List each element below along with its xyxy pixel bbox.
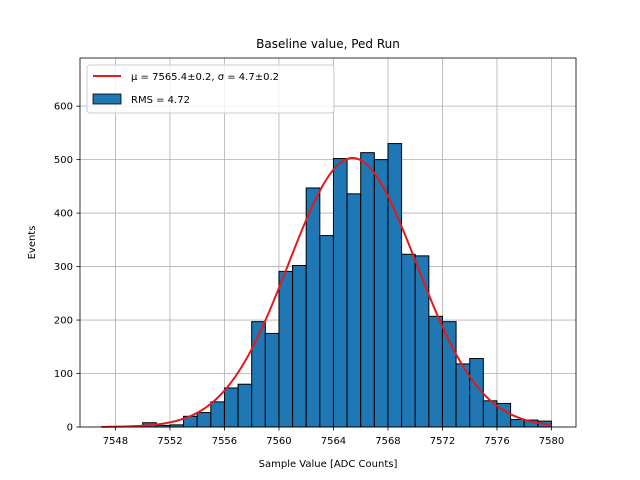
histogram-bar bbox=[510, 419, 525, 428]
y-tick-label: 400 bbox=[54, 209, 73, 220]
x-tick-label: 7548 bbox=[103, 436, 128, 447]
histogram-bar bbox=[196, 412, 212, 428]
x-tick-label: 7560 bbox=[266, 436, 291, 447]
histogram-bar bbox=[210, 401, 225, 428]
y-tick-label: 600 bbox=[54, 102, 73, 113]
histogram-bars bbox=[101, 143, 552, 428]
histogram-bar bbox=[332, 158, 348, 428]
legend-fit-label: μ = 7565.4±0.2, σ = 4.7±0.2 bbox=[131, 72, 279, 83]
histogram-bar bbox=[223, 387, 239, 428]
histogram-bar bbox=[305, 187, 321, 428]
histogram-bar bbox=[264, 332, 280, 428]
histogram-bar bbox=[373, 159, 389, 428]
legend-box bbox=[86, 64, 335, 114]
y-axis-ticks: 0 100 200 300 400 500 600 bbox=[54, 102, 80, 434]
y-tick-label: 500 bbox=[54, 155, 73, 166]
x-tick-label: 7564 bbox=[321, 436, 346, 447]
histogram-bar bbox=[237, 383, 253, 428]
histogram-bar bbox=[441, 321, 457, 428]
x-tick-label: 7580 bbox=[539, 436, 564, 447]
histogram-bar bbox=[428, 315, 443, 428]
histogram-bar bbox=[387, 143, 403, 428]
x-tick-label: 7572 bbox=[430, 436, 455, 447]
histogram-bar bbox=[414, 255, 430, 428]
x-tick-label: 7552 bbox=[157, 436, 182, 447]
y-tick-label: 0 bbox=[67, 423, 73, 434]
histogram-bar bbox=[401, 253, 416, 428]
histogram-bar bbox=[346, 193, 362, 428]
x-tick-label: 7568 bbox=[375, 436, 400, 447]
legend-rms-label: RMS = 4.72 bbox=[131, 95, 190, 106]
y-axis-label: Events bbox=[27, 226, 38, 260]
histogram-bar bbox=[319, 235, 334, 428]
gaussian-fit-curve bbox=[101, 157, 552, 428]
y-tick-label: 100 bbox=[54, 369, 73, 380]
x-tick-label: 7576 bbox=[484, 436, 509, 447]
y-tick-label: 300 bbox=[54, 262, 73, 273]
histogram-bar bbox=[360, 152, 375, 428]
x-axis-ticks: 7548 7552 7556 7560 7564 7568 7572 7576 7580 bbox=[103, 427, 564, 447]
plot-frame bbox=[79, 57, 577, 428]
histogram-bar bbox=[278, 270, 294, 428]
legend-rms-patch bbox=[92, 93, 122, 105]
x-tick-label: 7556 bbox=[212, 436, 237, 447]
y-tick-label: 200 bbox=[54, 316, 73, 327]
legend: μ = 7565.4±0.2, σ = 4.7±0.2 RMS = 4.72 bbox=[86, 64, 335, 114]
histogram-bar bbox=[292, 264, 307, 428]
x-axis-label: Sample Value [ADC Counts] bbox=[259, 459, 398, 470]
chart-title: Baseline value, Ped Run bbox=[256, 37, 400, 51]
